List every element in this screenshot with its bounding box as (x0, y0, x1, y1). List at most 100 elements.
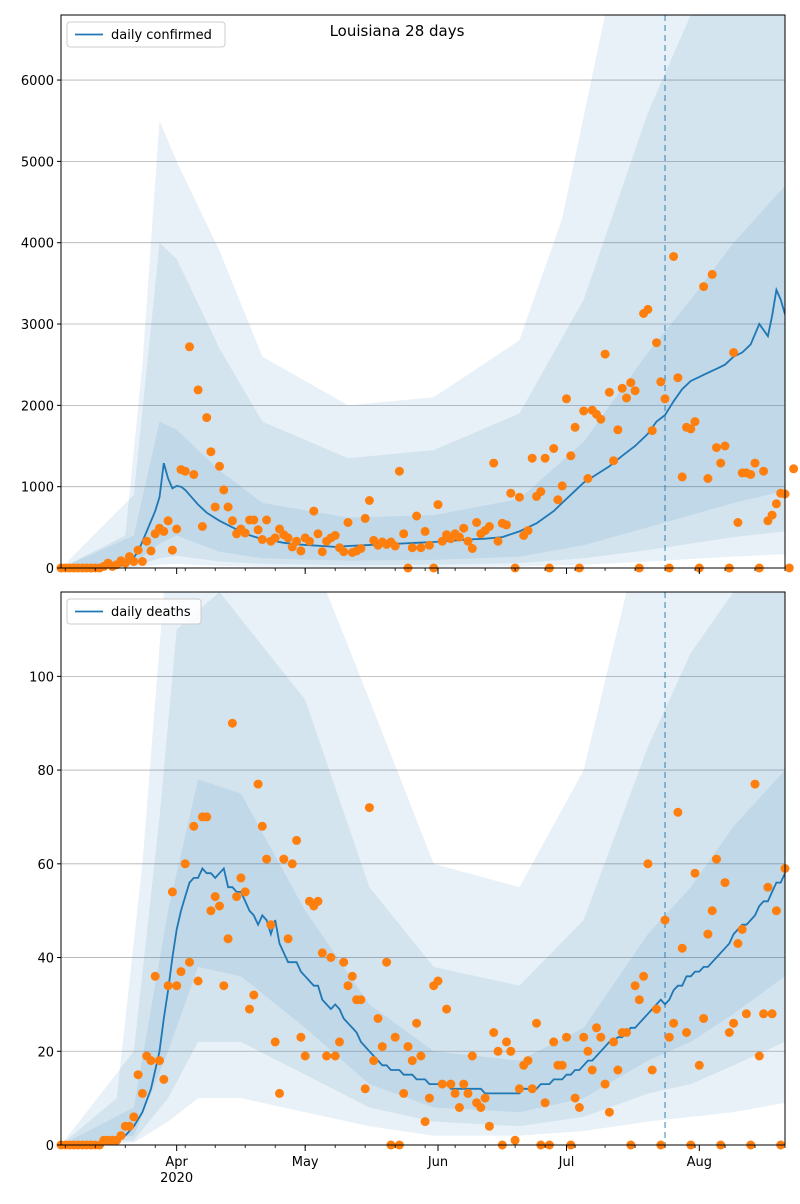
confirmed-observed-point (600, 349, 610, 359)
confirmed-observed-point (677, 472, 687, 482)
confirmed-observed-point (390, 541, 400, 551)
confirmed-observed-point (703, 474, 713, 483)
deaths-observed-point (737, 924, 747, 934)
deaths-observed-point (343, 981, 353, 991)
deaths-observed-point (643, 859, 653, 869)
deaths-observed-point (510, 1135, 520, 1145)
confirmed-observed-point (553, 495, 563, 505)
deaths-observed-point (189, 821, 199, 831)
deaths-observed-point (339, 957, 349, 967)
confirmed-observed-point (437, 536, 447, 546)
confirmed-observed-point (583, 474, 593, 483)
confirmed-observed-point (673, 373, 683, 383)
deaths-observed-point (771, 906, 781, 916)
deaths-observed-point (219, 981, 229, 991)
confirmed-observed-point (399, 529, 409, 539)
confirmed-observed-point (296, 546, 306, 556)
confirmed-observed-point (313, 529, 323, 539)
confirmed-observed-point (309, 506, 319, 516)
deaths-observed-point (570, 1093, 580, 1103)
confirmed-observed-point (686, 424, 696, 434)
deaths-observed-point (266, 920, 276, 930)
confirmed-observed-point (356, 544, 366, 553)
confirmed-observed-point (527, 453, 537, 463)
deaths-observed-point (129, 1112, 139, 1122)
confirmed-observed-point (339, 547, 349, 557)
confirmed-observed-point (223, 502, 233, 512)
deaths-observed-point (493, 1046, 503, 1056)
deaths-observed-point (652, 1004, 661, 1014)
deaths-observed-point (382, 957, 392, 967)
confirmed-observed-point (202, 413, 212, 423)
confirmed-observed-point (690, 417, 700, 427)
y-tick-label: 4000 (21, 237, 54, 252)
deaths-observed-point (630, 981, 640, 991)
deaths-observed-point (159, 1074, 169, 1084)
deaths-observed-point (489, 1028, 499, 1037)
confirmed-observed-point (660, 394, 670, 404)
confirmed-observed-point (283, 533, 293, 543)
confirmed-observed-point (750, 458, 760, 468)
confirmed-observed-point (707, 269, 717, 279)
deaths-observed-point (399, 1088, 409, 1098)
deaths-observed-point (193, 976, 203, 986)
confirmed-observed-point (647, 426, 657, 436)
y-tick-label: 5000 (21, 155, 54, 170)
deaths-observed-point (527, 1084, 537, 1094)
deaths-observed-point (330, 1051, 340, 1061)
confirmed-observed-point (159, 526, 169, 536)
confirmed-observed-point (729, 348, 739, 357)
confirmed-observed-point (249, 515, 259, 525)
deaths-observed-point (712, 854, 721, 864)
deaths-observed-point (579, 1032, 589, 1042)
confirmed-observed-point (669, 252, 679, 261)
y-tick-label: 2000 (21, 399, 54, 414)
deaths-observed-point (703, 929, 713, 939)
confirmed-observed-point (262, 515, 272, 525)
deaths-observed-point (476, 1103, 486, 1112)
confirmed-band-0 (61, 185, 785, 568)
deaths-observed-point (463, 1088, 473, 1098)
deaths-observed-point (669, 1018, 679, 1028)
confirmed-observed-point (163, 516, 173, 526)
confirmed-observed-point (472, 518, 482, 527)
confirmed-observed-point (789, 464, 799, 474)
confirmed-observed-point (489, 458, 499, 468)
deaths-observed-point (767, 1009, 777, 1019)
confirmed-model-line (61, 286, 785, 568)
confirmed-observed-point (493, 536, 503, 546)
deaths-observed-point (759, 1009, 769, 1019)
deaths-observed-point (442, 1004, 452, 1014)
confirmed-observed-point (720, 441, 730, 451)
deaths-observed-point (275, 1088, 284, 1098)
confirmed-observed-point (292, 536, 302, 546)
y-tick-label: 1000 (21, 481, 54, 496)
deaths-observed-point (155, 1056, 164, 1066)
y-tick-label: 0 (46, 1139, 54, 1154)
confirmed-observed-point (626, 378, 636, 388)
confirmed-observed-point (540, 453, 550, 463)
deaths-observed-point (403, 1042, 413, 1052)
confirmed-observed-point (193, 385, 203, 395)
deaths-observed-point (450, 1088, 460, 1098)
confirmed-panel: 0 1000 2000 3000 4000 5000 6000 daily confirmed (21, 14, 799, 577)
confirmed-observed-point (771, 499, 781, 509)
deaths-observed-point (733, 939, 743, 948)
deaths-observed-point (729, 1018, 739, 1028)
deaths-observed-point (549, 1037, 559, 1047)
confirmed-observed-point (412, 511, 422, 521)
confirmed-observed-point (566, 451, 576, 461)
confirmed-observed-point (253, 525, 263, 535)
deaths-plot-area (61, 592, 785, 1145)
confirmed-observed-point (137, 557, 147, 566)
deaths-observed-point (283, 934, 293, 944)
deaths-observed-point (262, 854, 272, 864)
deaths-observed-point (694, 1060, 704, 1070)
confirmed-observed-point (330, 531, 340, 540)
deaths-observed-point (172, 981, 182, 991)
y-tick-label: 60 (37, 858, 54, 873)
deaths-observed-point (150, 971, 160, 981)
confirmed-observed-point (570, 422, 580, 432)
deaths-observed-point (416, 1051, 426, 1061)
